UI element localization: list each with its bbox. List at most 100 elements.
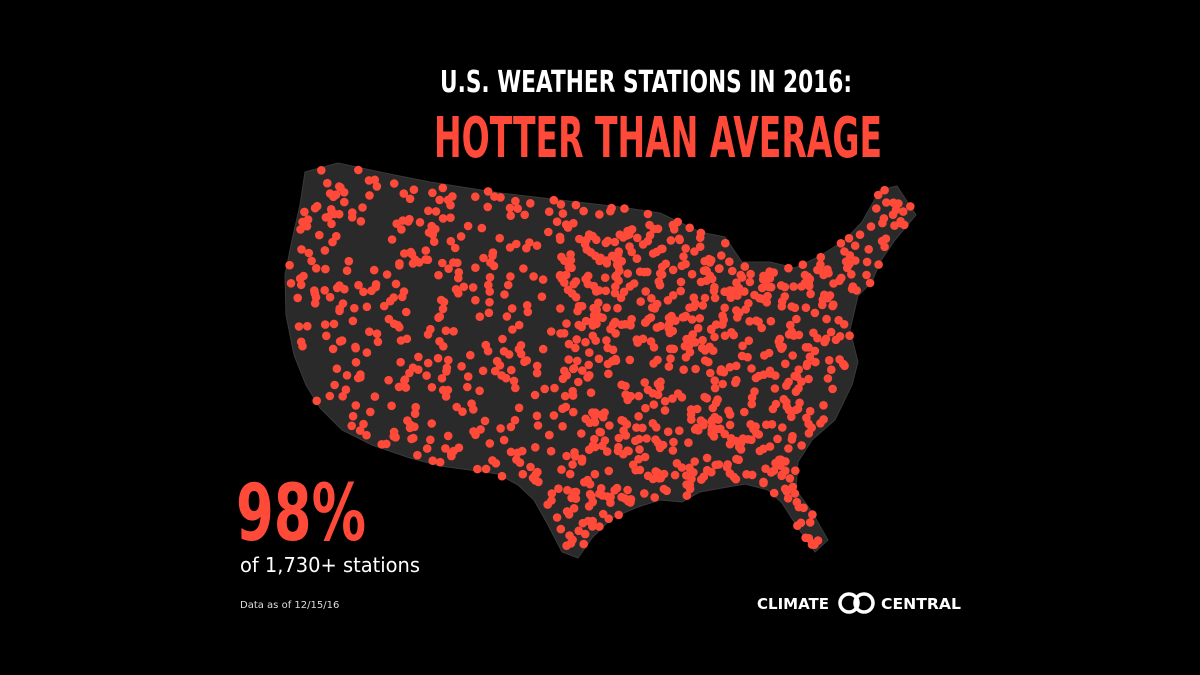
station-dot bbox=[702, 276, 711, 286]
station-dot bbox=[495, 361, 505, 370]
station-dot bbox=[606, 492, 615, 502]
station-dot bbox=[590, 469, 600, 479]
station-dot bbox=[591, 287, 601, 296]
stat-value: 98% bbox=[236, 469, 366, 559]
station-dot bbox=[411, 402, 421, 412]
station-dot bbox=[657, 262, 667, 272]
station-dot bbox=[765, 369, 775, 378]
station-dot bbox=[595, 522, 604, 531]
station-dot bbox=[348, 208, 357, 217]
station-dot bbox=[640, 489, 649, 498]
station-dot bbox=[653, 379, 663, 389]
station-dot bbox=[710, 376, 719, 385]
station-dot bbox=[485, 297, 494, 307]
station-dot bbox=[652, 299, 662, 309]
station-dot bbox=[710, 293, 720, 303]
station-dot bbox=[608, 356, 617, 366]
station-dot bbox=[744, 336, 754, 346]
station-dot bbox=[496, 424, 505, 433]
station-dot bbox=[403, 416, 412, 425]
station-dot bbox=[844, 234, 854, 243]
station-dot bbox=[449, 327, 458, 336]
station-dot bbox=[782, 487, 791, 496]
station-dot bbox=[666, 354, 675, 363]
station-dot bbox=[649, 400, 659, 409]
station-dot bbox=[765, 442, 775, 451]
station-dot bbox=[479, 253, 488, 263]
station-dot bbox=[350, 303, 359, 313]
station-dot bbox=[687, 269, 697, 279]
station-dot bbox=[514, 320, 524, 330]
station-dot bbox=[793, 521, 802, 530]
station-dot bbox=[769, 466, 779, 476]
station-dot bbox=[681, 259, 690, 269]
station-dot bbox=[725, 362, 735, 372]
station-dot bbox=[567, 263, 576, 273]
station-dot bbox=[434, 270, 443, 280]
station-dot bbox=[547, 489, 557, 498]
station-dot bbox=[810, 308, 820, 318]
station-dot bbox=[676, 277, 686, 287]
station-dot bbox=[552, 217, 562, 226]
station-dot bbox=[365, 327, 374, 337]
station-dot bbox=[797, 441, 806, 450]
station-dot bbox=[435, 457, 445, 467]
station-dot bbox=[347, 421, 357, 431]
station-dot bbox=[568, 391, 578, 400]
station-dot bbox=[581, 316, 591, 326]
logo-ring bbox=[838, 592, 860, 614]
station-dot bbox=[285, 260, 294, 270]
station-dot bbox=[664, 313, 674, 323]
station-dot bbox=[718, 379, 727, 389]
station-dot bbox=[747, 435, 756, 445]
station-dot bbox=[783, 494, 793, 503]
station-dot bbox=[720, 429, 729, 439]
station-dot bbox=[613, 303, 622, 313]
station-dot bbox=[547, 496, 556, 505]
station-dot bbox=[518, 469, 528, 479]
station-dot bbox=[628, 460, 638, 470]
station-dot bbox=[477, 223, 487, 233]
station-dot bbox=[427, 383, 437, 392]
station-dot bbox=[379, 301, 389, 311]
station-dot bbox=[697, 475, 706, 484]
station-dot bbox=[329, 319, 339, 329]
station-dot bbox=[690, 247, 699, 256]
station-dot bbox=[747, 364, 756, 373]
station-dot bbox=[571, 487, 581, 497]
station-dot bbox=[373, 337, 383, 347]
station-dot bbox=[426, 435, 435, 445]
station-dot bbox=[468, 283, 478, 292]
station-dot bbox=[502, 312, 512, 321]
station-dot bbox=[588, 331, 598, 341]
station-dot bbox=[554, 484, 563, 494]
station-dot bbox=[802, 359, 812, 369]
station-dot bbox=[562, 319, 571, 328]
station-dot bbox=[450, 243, 460, 253]
station-dot bbox=[428, 456, 438, 466]
station-dot bbox=[790, 489, 800, 498]
station-dot bbox=[818, 300, 827, 310]
station-dot bbox=[725, 469, 735, 478]
station-dot bbox=[614, 510, 623, 520]
station-dot bbox=[797, 282, 806, 291]
station-dot bbox=[387, 235, 397, 244]
station-dot bbox=[317, 166, 326, 175]
station-dot bbox=[565, 469, 575, 479]
station-dot bbox=[632, 254, 642, 263]
station-dot bbox=[595, 210, 604, 219]
station-dot bbox=[506, 272, 515, 281]
station-dot bbox=[500, 290, 509, 299]
station-dot bbox=[310, 203, 320, 213]
station-dot bbox=[481, 340, 491, 350]
station-dot bbox=[428, 230, 438, 239]
station-dot bbox=[700, 356, 710, 365]
station-dot bbox=[389, 427, 399, 437]
station-dot bbox=[342, 266, 352, 276]
station-dot bbox=[438, 214, 448, 223]
station-dot bbox=[399, 287, 409, 296]
station-dot bbox=[571, 343, 580, 353]
station-dot bbox=[645, 231, 655, 240]
station-dot bbox=[531, 443, 540, 452]
